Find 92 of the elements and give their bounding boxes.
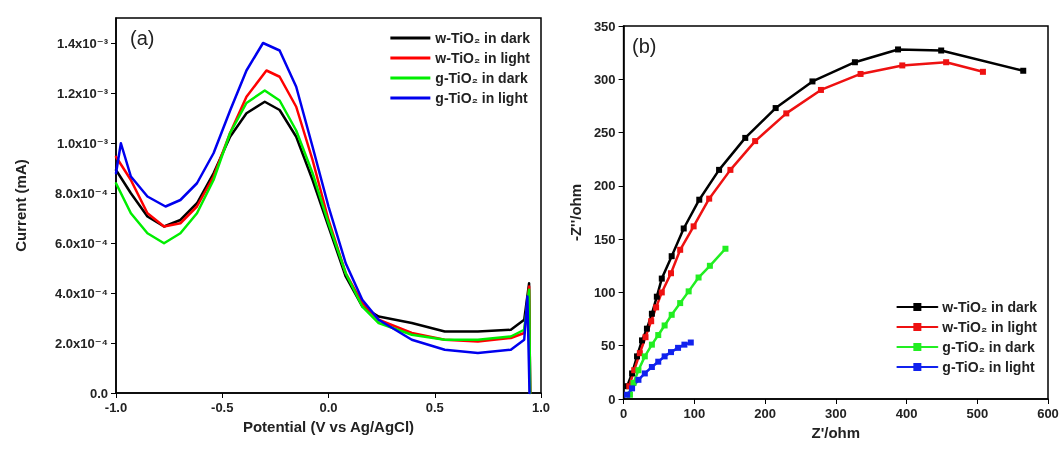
x-axis-title: Potential (V vs Ag/AgCl)	[242, 418, 415, 435]
point	[661, 353, 668, 360]
x-tick-label: 300	[824, 406, 847, 421]
point	[641, 353, 648, 360]
point	[681, 341, 688, 348]
point	[742, 134, 749, 141]
x-tick-label: 0.5	[425, 400, 444, 415]
legend-label: w-TiO₂ in dark	[941, 299, 1038, 315]
point	[685, 288, 692, 295]
point	[895, 46, 902, 53]
point	[1020, 67, 1027, 74]
y-tick-label: 300	[593, 71, 616, 87]
point	[857, 70, 864, 77]
point	[642, 334, 649, 341]
point	[695, 274, 702, 281]
legend-label: g-TiO₂ in light	[435, 90, 528, 106]
point	[690, 223, 697, 230]
y-tick-label: 1.2x10⁻³	[57, 85, 109, 101]
point	[696, 196, 703, 203]
point	[655, 332, 662, 339]
point	[648, 310, 655, 317]
point	[722, 245, 729, 252]
point	[687, 339, 694, 346]
x-tick-label: 100	[683, 406, 706, 421]
point	[643, 325, 650, 332]
point	[668, 253, 675, 260]
legend-label: g-TiO₂ in dark	[435, 70, 528, 86]
x-tick-label: -1.0	[104, 400, 128, 415]
point	[661, 322, 668, 329]
y-tick-label: 4.0x10⁻⁴	[54, 285, 108, 301]
y-tick-label: 200	[593, 178, 616, 194]
annotation: (b)	[632, 35, 657, 57]
point	[653, 293, 660, 300]
point	[809, 78, 816, 85]
point	[667, 270, 674, 277]
point	[635, 376, 642, 383]
point	[943, 59, 950, 66]
point	[716, 166, 723, 173]
point	[635, 367, 642, 374]
x-tick-label: 500	[966, 406, 989, 421]
point	[648, 318, 655, 325]
legend-label: g-TiO₂ in dark	[942, 339, 1035, 355]
y-tick-label: 2.0x10⁻⁴	[54, 335, 108, 351]
y-tick-label: 0.0	[89, 385, 108, 401]
y-axis-title: -Z''/ohm	[567, 183, 584, 242]
legend-label: g-TiO₂ in light	[942, 359, 1035, 375]
point	[648, 364, 655, 371]
y-tick-label: 50	[601, 338, 616, 354]
x-tick-label: 1.0	[531, 400, 551, 415]
x-tick-label: 400	[895, 406, 918, 421]
y-tick-label: 150	[593, 231, 616, 247]
point	[772, 105, 779, 112]
legend-label: w-TiO₂ in dark	[434, 30, 531, 46]
point	[648, 341, 655, 348]
point	[979, 68, 986, 75]
y-axis-title: Current (mA)	[12, 159, 29, 252]
point	[677, 246, 684, 253]
point	[851, 59, 858, 66]
legend-label: w-TiO₂ in light	[434, 50, 531, 66]
point	[658, 275, 665, 282]
point	[675, 344, 682, 351]
x-tick-label: 600	[1037, 406, 1059, 421]
point	[817, 86, 824, 93]
point	[641, 370, 648, 377]
x-tick-label: 200	[754, 406, 776, 421]
point	[706, 262, 713, 269]
point	[667, 349, 674, 356]
point	[783, 110, 790, 117]
point	[680, 225, 687, 232]
annotation: (a)	[130, 27, 155, 49]
y-tick-label: 250	[593, 125, 616, 141]
x-tick-label: 0	[619, 406, 628, 421]
point	[706, 195, 713, 202]
point	[899, 62, 906, 69]
point	[653, 304, 660, 311]
point	[677, 300, 684, 307]
y-tick-label: 6.0x10⁻⁴	[54, 235, 108, 251]
legend-label: w-TiO₂ in light	[941, 319, 1038, 335]
point	[727, 166, 734, 173]
x-tick-label: 0.0	[319, 400, 338, 415]
point	[938, 47, 945, 54]
y-tick-label: 1.0x10⁻³	[57, 135, 109, 151]
x-tick-label: -0.5	[211, 400, 234, 415]
x-axis-title: Z'/ohm	[811, 424, 861, 441]
y-tick-label: 100	[593, 284, 616, 300]
y-tick-label: 8.0x10⁻⁴	[54, 185, 108, 201]
y-tick-label: 1.4x10⁻³	[57, 35, 109, 51]
point	[752, 138, 759, 145]
point	[655, 358, 662, 365]
point	[658, 289, 665, 296]
point	[668, 311, 675, 318]
y-tick-label: 350	[593, 18, 616, 34]
